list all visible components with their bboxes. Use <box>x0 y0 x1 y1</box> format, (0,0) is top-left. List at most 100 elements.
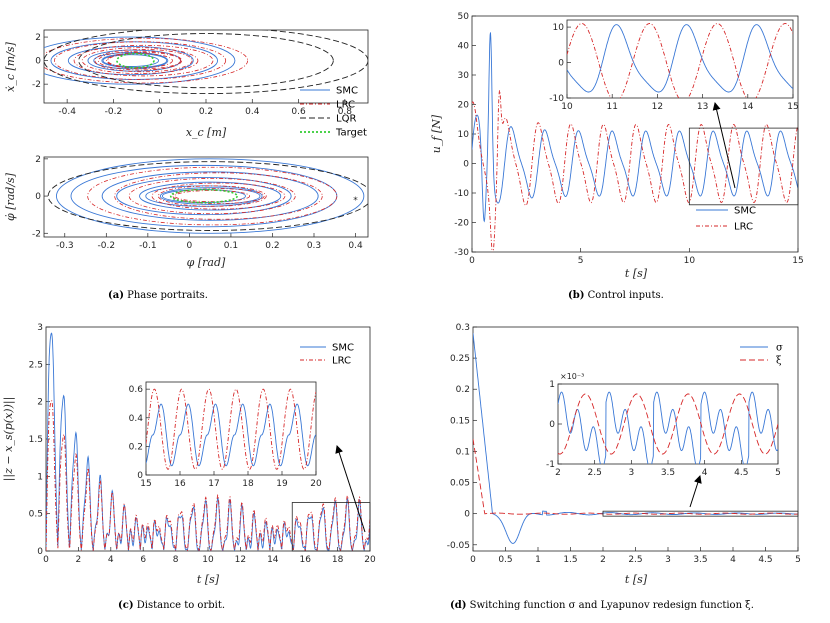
axes-a1-xtick-label: -0.4 <box>58 107 76 117</box>
inset-d-ytick-label: -1 <box>546 460 555 470</box>
plot-a1 <box>44 30 368 95</box>
inset-series-b-1 <box>567 23 793 98</box>
legend-c: SMC LRC <box>300 343 354 367</box>
axes-c-ytick-label: 3 <box>37 323 43 333</box>
axes-a2-ytick-label: -2 <box>32 229 41 239</box>
axes-d-xtick-label: 0.5 <box>498 555 512 565</box>
orbit-lrc <box>94 49 193 73</box>
axes-b-xtick-label: 0 <box>469 256 475 266</box>
axes-b-xtick-label: 15 <box>792 256 803 266</box>
orbit-lqr <box>44 30 368 95</box>
inset-c-xtick-label: 18 <box>242 479 254 489</box>
legend-b: SMC LRC <box>696 206 756 233</box>
axes-c-xtick-label: 6 <box>140 555 146 565</box>
inset-c-xtick-label: 17 <box>208 479 219 489</box>
axes-c-ytick-label: 1 <box>37 472 43 482</box>
orbit-smc <box>101 53 168 69</box>
inset-scale-d: ×10⁻³ <box>560 372 584 381</box>
inset-c-xtick-label: 16 <box>174 479 186 489</box>
orbit-smc <box>93 51 169 70</box>
axes-a1: -0.4 -0.2 0 0.2 0.4 0.6 0.8 -2 0 2 <box>32 29 369 117</box>
inset-d-xtick-label: 3.5 <box>661 468 675 478</box>
inset-bg-c <box>146 382 316 475</box>
legend-b-label: SMC <box>734 206 756 217</box>
axes-c: 0 2 4 6 8 10 12 14 16 18 20 0 0.5 1 1.5 2 2.5 3 <box>29 323 376 565</box>
axes-d-xtick-label: 3 <box>665 555 671 565</box>
axes-a1-ytick-label: 2 <box>35 33 41 43</box>
inset-c-ytick-label: 0.2 <box>129 442 143 452</box>
zoom-arrow-b <box>712 102 736 189</box>
legend-a-label: LRC <box>336 100 355 111</box>
axes-c-ytick-label: 2.5 <box>29 360 43 370</box>
axes-b-ytick-label: 0 <box>463 160 469 170</box>
axes-c-xtick-label: 2 <box>76 555 82 565</box>
axes-c-ytick-label: 1.5 <box>29 435 43 445</box>
orbit-lrc <box>81 47 199 74</box>
xlabel-a2: φ [rad] <box>187 256 226 269</box>
inset-c-ytick-label: 0.4 <box>129 414 144 424</box>
inset-b-xtick-label: 12 <box>652 102 663 112</box>
inset-series-c-1 <box>146 388 316 470</box>
orbit-smc <box>56 158 365 234</box>
axes-c-xtick-label: 14 <box>267 555 279 565</box>
axes-d-xtick-label: 3.5 <box>693 555 707 565</box>
axes-a1-xtick-label: 0.8 <box>338 107 353 117</box>
inset-b-xtick-label: 13 <box>697 102 708 112</box>
legend-d-label: ξ <box>776 356 782 367</box>
axes-d-ytick-label: 0.1 <box>456 447 470 457</box>
start-marker: * <box>353 196 358 206</box>
axes-d-xtick-label: 5 <box>795 555 801 565</box>
axes-a1-xtick-label: 0.4 <box>245 107 260 117</box>
axes-a1-ytick-label: 0 <box>35 57 41 67</box>
inset-b-xtick-label: 10 <box>561 102 573 112</box>
axes-c-xtick-label: 4 <box>108 555 114 565</box>
inset-d-xtick-label: 4 <box>702 468 708 478</box>
plot-b <box>472 32 798 252</box>
inset-bg-d <box>558 384 778 464</box>
axes-d-xtick-label: 4 <box>730 555 736 565</box>
inset-series-b-0 <box>567 24 793 93</box>
axes-c-xtick-label: 10 <box>202 555 214 565</box>
axes-a2-xtick-label: -0.2 <box>98 241 116 251</box>
axes-c-ytick-label: 0.5 <box>29 510 43 520</box>
inset-b-xtick-label: 11 <box>606 102 617 112</box>
inset-plot-b <box>567 23 793 98</box>
axes-b-ytick-label: 40 <box>458 42 470 52</box>
xlabel-b: t [s] <box>625 267 648 280</box>
axes-d-ytick-label: -0.05 <box>447 541 470 551</box>
series-b-1 <box>472 90 798 252</box>
caption-d: (d) Switching function σ and Lyapunov re… <box>450 600 754 611</box>
axes-d-xtick-label: 2 <box>600 555 606 565</box>
axes-b-xtick-label: 5 <box>578 256 584 266</box>
axes-c-ytick-label: 0 <box>37 547 43 557</box>
orbit-lrc <box>128 177 296 215</box>
zoom-box-b <box>688 127 799 206</box>
inset-b-frame <box>566 19 794 99</box>
inset-d-xtick-label: 2.5 <box>588 468 602 478</box>
plot-a2: * <box>47 158 368 234</box>
inset-series-d-1 <box>558 393 778 455</box>
axes-a2-ytick-label: 2 <box>35 155 41 165</box>
orbit-lrc <box>44 37 249 84</box>
axes-b-ytick-label: -10 <box>454 189 469 199</box>
axes-a1-xtick-label: 0 <box>157 107 163 117</box>
inset-c-xtick-label: 19 <box>276 479 288 489</box>
xlabel-c: t [s] <box>197 573 220 586</box>
caption-c: (c) Distance to orbit. <box>118 600 225 611</box>
axes-b-ytick-label: -30 <box>454 248 469 258</box>
inset-c-ytick-label: 0 <box>137 471 143 481</box>
series-d-0 <box>473 333 798 544</box>
axes-a2-xtick-label: 0 <box>187 241 193 251</box>
orbit-lrc <box>73 44 214 77</box>
axes-a2-xtick-label: 0.3 <box>307 241 321 251</box>
legend-a: SMC LRC LQR Target <box>300 86 367 139</box>
inset-c-xtick-label: 15 <box>140 479 151 489</box>
orbit-lrc <box>157 185 267 207</box>
inset-c-xtick-label: 20 <box>310 479 322 489</box>
ylabel-b: u_f [N] <box>430 114 443 153</box>
axes-a1-frame <box>43 29 369 104</box>
orbit-target <box>169 188 238 204</box>
axes-a2-xtick-label: -0.1 <box>139 241 157 251</box>
inset-c-frame <box>145 381 317 476</box>
